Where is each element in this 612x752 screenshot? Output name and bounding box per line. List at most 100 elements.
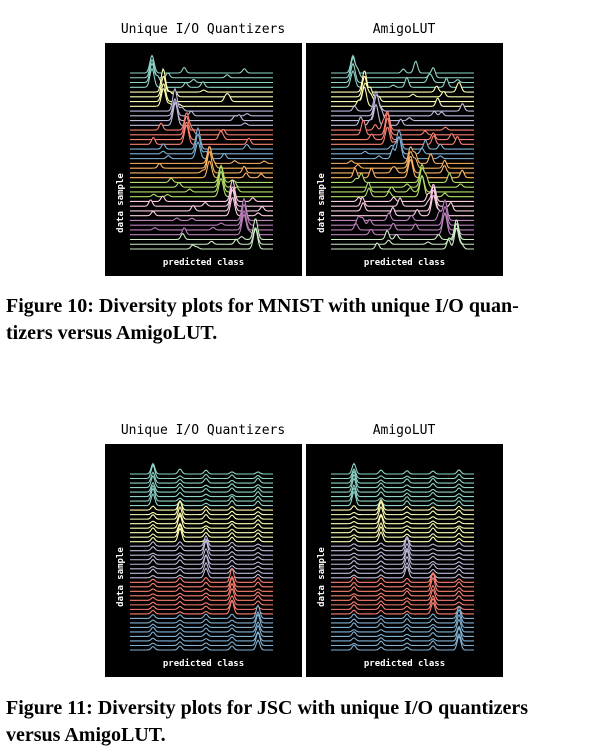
ridge-line bbox=[331, 135, 474, 160]
ridge-line bbox=[331, 470, 474, 484]
ridge-line bbox=[130, 567, 273, 583]
ridge-line bbox=[331, 522, 474, 534]
ridge-line bbox=[331, 514, 474, 529]
ridge-fill bbox=[331, 536, 474, 548]
ridge-fill bbox=[130, 588, 273, 602]
ridge-fill bbox=[331, 199, 474, 222]
ridge-line bbox=[331, 588, 474, 601]
ridge-line bbox=[130, 471, 273, 484]
ridge-fill bbox=[130, 472, 273, 485]
ridge-line bbox=[130, 493, 273, 507]
ridge-fill bbox=[331, 595, 474, 606]
ridge-line bbox=[130, 610, 273, 624]
ridge-fill bbox=[130, 494, 273, 507]
ridge-line bbox=[130, 170, 273, 193]
ridge-line bbox=[130, 227, 273, 245]
ridge-line bbox=[130, 151, 273, 174]
ridge-line bbox=[130, 179, 273, 202]
ridge-line bbox=[130, 462, 273, 475]
fig11-right-ridgeline bbox=[331, 462, 474, 651]
ridge-line bbox=[130, 576, 273, 592]
ridge-fill bbox=[130, 229, 273, 250]
y-axis-label: data sample bbox=[116, 547, 126, 607]
ridge-line bbox=[130, 189, 273, 212]
ridge-line bbox=[331, 118, 474, 141]
ridge-line bbox=[331, 498, 474, 511]
ridge-line bbox=[130, 160, 273, 179]
ridge-line bbox=[331, 632, 474, 647]
ridge-line bbox=[130, 624, 273, 638]
ridge-fill bbox=[331, 506, 474, 521]
ridge-line bbox=[130, 547, 273, 561]
ridge-fill bbox=[331, 550, 474, 566]
ridge-line bbox=[130, 484, 273, 498]
ridge-line bbox=[130, 76, 273, 98]
ridge-fill bbox=[331, 548, 474, 561]
ridge-fill bbox=[331, 566, 474, 579]
fig10-left-ridgeline bbox=[130, 54, 273, 250]
ridge-line bbox=[331, 97, 474, 117]
ridge-fill bbox=[331, 159, 474, 179]
ridge-line bbox=[331, 572, 474, 588]
ridge-line bbox=[331, 565, 474, 579]
ridge-line bbox=[130, 54, 273, 74]
ridge-fill bbox=[331, 543, 474, 557]
ridge-line bbox=[130, 146, 273, 169]
ridge-line bbox=[331, 82, 474, 103]
ridge-fill bbox=[130, 134, 273, 155]
fig10-right-panel: data sample predicted class bbox=[306, 43, 503, 276]
ridge-fill bbox=[331, 463, 474, 475]
ridge-line bbox=[331, 189, 474, 212]
ridge-fill bbox=[130, 507, 273, 521]
ridge-line bbox=[130, 132, 273, 155]
ridge-line bbox=[130, 58, 273, 79]
ridge-line bbox=[331, 212, 474, 236]
ridge-line bbox=[331, 542, 474, 556]
ridge-line bbox=[130, 567, 273, 579]
ridge-line bbox=[130, 594, 273, 606]
fig10-caption-line2: tizers versus AmigoLUT. bbox=[6, 322, 218, 344]
ridge-line bbox=[331, 500, 474, 516]
fig10-right-ridgeline bbox=[331, 54, 474, 250]
ridge-fill bbox=[331, 469, 474, 480]
ridge-line bbox=[331, 549, 474, 565]
ridge-line bbox=[130, 613, 273, 628]
ridge-line bbox=[130, 102, 273, 126]
ridge-fill bbox=[331, 86, 474, 108]
ridge-line bbox=[331, 571, 474, 583]
ridge-line bbox=[331, 473, 474, 489]
ridge-fill bbox=[130, 535, 273, 548]
x-axis-label: predicted class bbox=[162, 258, 245, 268]
ridge-line bbox=[130, 522, 273, 534]
ridge-line bbox=[130, 554, 273, 570]
ridge-fill bbox=[130, 524, 273, 539]
ridge-fill bbox=[331, 491, 474, 507]
ridge-line bbox=[331, 468, 474, 480]
ridge-line bbox=[331, 146, 474, 164]
ridge-line bbox=[130, 177, 273, 198]
fig11-caption-line1: Figure 11: Diversity plots for JSC with … bbox=[6, 697, 529, 719]
x-axis-label: predicted class bbox=[363, 258, 446, 268]
ridge-line bbox=[331, 195, 474, 217]
ridge-fill bbox=[130, 541, 273, 557]
ridge-fill bbox=[130, 500, 273, 512]
ridge-fill bbox=[130, 102, 273, 122]
ridge-line bbox=[331, 537, 474, 552]
ridge-fill bbox=[331, 538, 474, 552]
ridge-line bbox=[130, 464, 273, 480]
ridge-fill bbox=[130, 568, 273, 584]
ridge-fill bbox=[130, 463, 273, 475]
x-axis-label: predicted class bbox=[162, 659, 245, 669]
ridge-line bbox=[331, 56, 474, 79]
ridge-line bbox=[130, 97, 273, 117]
ridge-line bbox=[130, 575, 273, 588]
ridge-line bbox=[331, 555, 474, 570]
ridge-line bbox=[331, 62, 474, 84]
ridge-line bbox=[130, 146, 273, 164]
ridge-fill bbox=[331, 556, 474, 570]
ridge-fill bbox=[331, 526, 474, 539]
ridge-line bbox=[130, 203, 273, 226]
ridge-line bbox=[331, 531, 474, 543]
ridge-fill bbox=[130, 523, 273, 534]
ridge-line bbox=[130, 639, 273, 651]
